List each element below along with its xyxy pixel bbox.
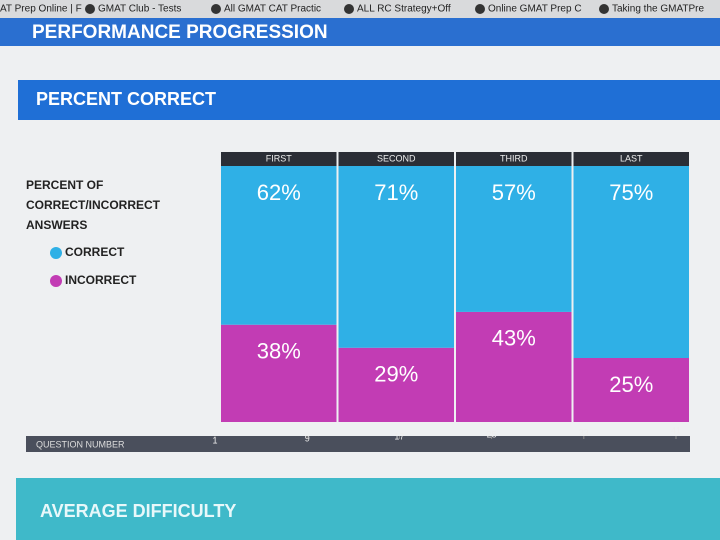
bookmark[interactable]: AT Prep Online | F [0, 4, 82, 15]
legend-title: PERCENT OF CORRECT/INCORRECT ANSWERS [26, 178, 161, 232]
category-header [456, 152, 572, 166]
legend-swatch [50, 275, 62, 287]
value-label: 71% [374, 180, 418, 205]
bar-segment [456, 311, 572, 422]
section-title: PERCENT CORRECT [36, 89, 216, 109]
x-tick-label: 33 [579, 427, 589, 437]
legend-label: INCORRECT [65, 273, 137, 287]
value-label: 29% [374, 362, 418, 387]
category-header [221, 152, 337, 166]
category-label: THIRD [500, 153, 528, 163]
axis-strip [26, 436, 690, 452]
bar-segment [338, 166, 454, 348]
bookmark-icon [85, 4, 95, 14]
x-tick-label: 17 [394, 431, 404, 441]
bar-segment [573, 166, 689, 358]
value-label: 38% [257, 339, 301, 364]
category-header [338, 152, 454, 166]
bookmark[interactable]: All GMAT CAT Practic [224, 4, 321, 15]
bookmark-icon [211, 4, 221, 14]
value-label: 62% [257, 180, 301, 205]
bar-segment [221, 166, 337, 325]
bookmark[interactable]: ALL RC Strategy+Off [357, 4, 451, 15]
value-label: 43% [492, 326, 536, 351]
bookmark[interactable]: Taking the GMATPre [612, 4, 705, 15]
x-tick-label: 41 [671, 425, 681, 435]
bar-segment [573, 358, 689, 422]
next-section-title: AVERAGE DIFFICULTY [40, 501, 236, 521]
x-axis-label: QUESTION NUMBER [36, 439, 125, 449]
value-label: 75% [609, 180, 653, 205]
section-bar [18, 80, 720, 120]
x-tick-label: 25 [487, 429, 497, 439]
next-section-bar [16, 478, 720, 540]
bar-segment [456, 166, 572, 312]
bookmark-icon [344, 4, 354, 14]
bar-segment [221, 324, 337, 422]
bookmark[interactable]: Online GMAT Prep C [488, 4, 582, 15]
x-tick-label: 1 [212, 435, 217, 445]
bookmarks-bar [0, 0, 720, 18]
category-label: SECOND [377, 153, 416, 163]
legend-label: CORRECT [65, 245, 125, 259]
value-label: 57% [492, 180, 536, 205]
category-label: LAST [620, 153, 643, 163]
legend-swatch [50, 247, 62, 259]
page-title: PERFORMANCE PROGRESSION [32, 22, 328, 43]
category-header [573, 152, 689, 166]
bookmark[interactable]: GMAT Club - Tests [98, 4, 181, 15]
category-label: FIRST [266, 153, 293, 163]
x-tick-label: 9 [305, 433, 310, 443]
bookmark-icon [599, 4, 609, 14]
header-band [0, 18, 720, 46]
bookmark-icon [475, 4, 485, 14]
value-label: 25% [609, 372, 653, 397]
bar-segment [338, 347, 454, 422]
